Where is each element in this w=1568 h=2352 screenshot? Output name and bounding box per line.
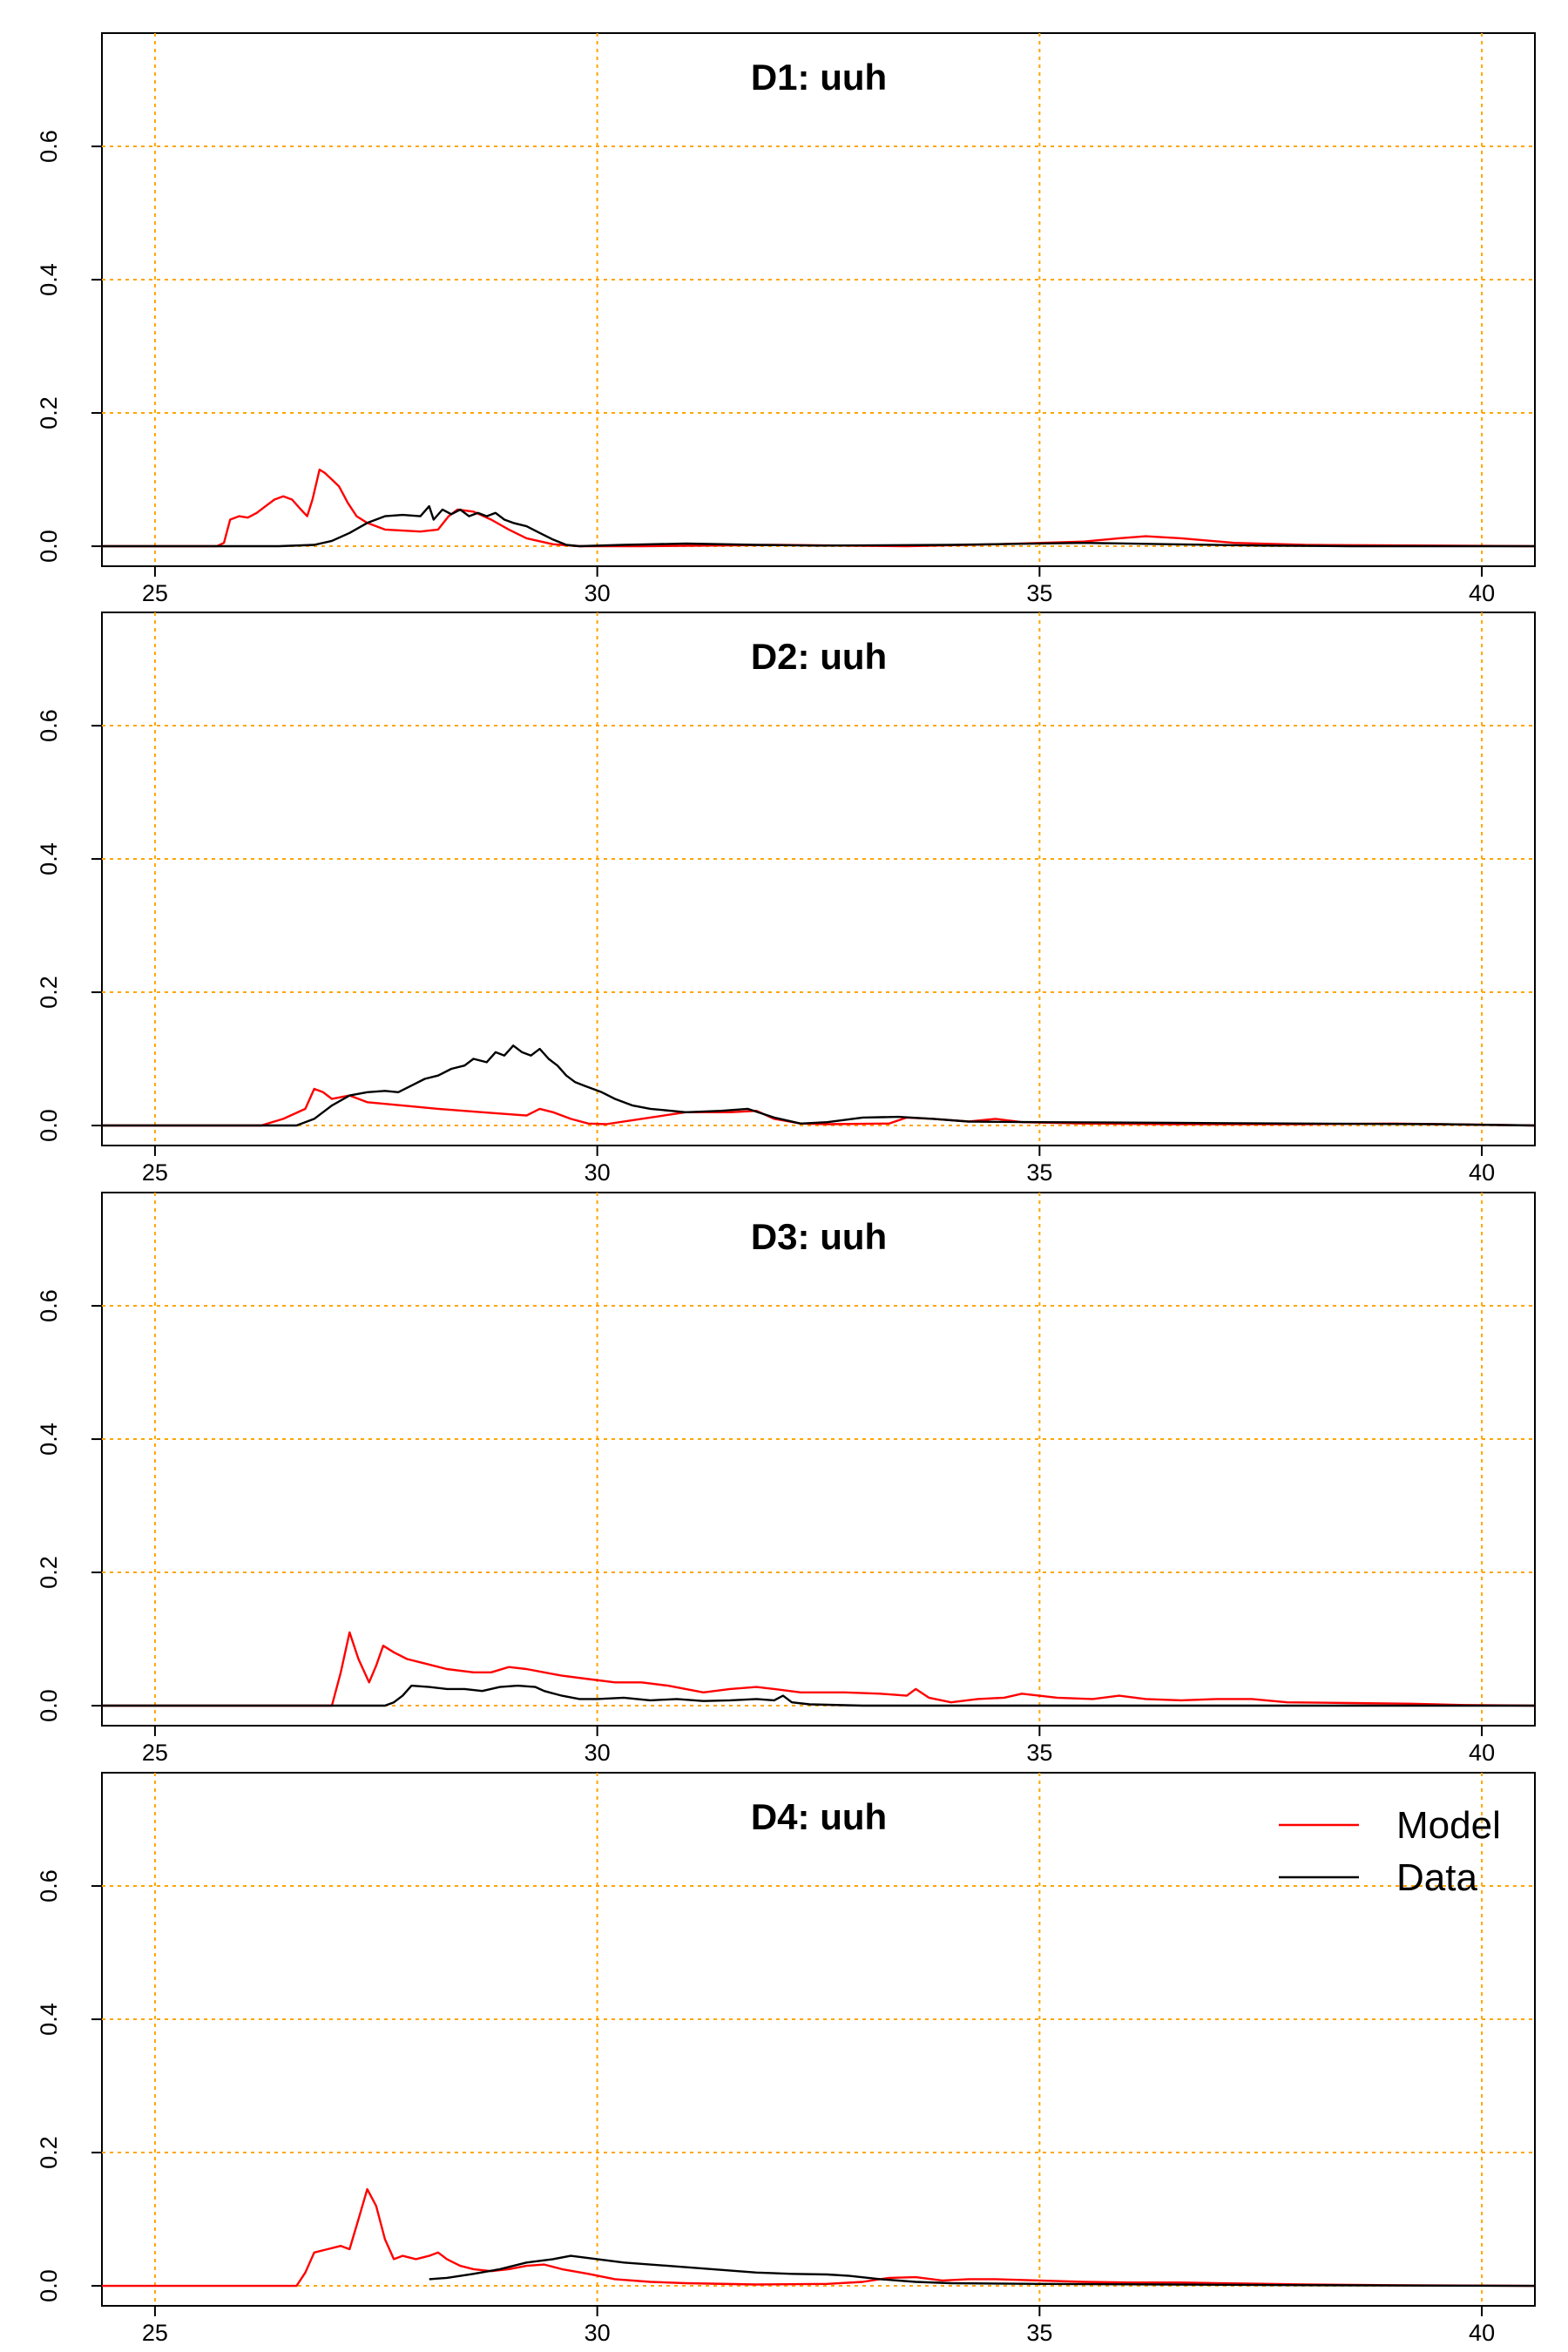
y-tick-label: 0.6: [36, 709, 62, 742]
x-tick-label: 30: [585, 580, 611, 606]
panels: 25 30 35 40 0.0 0.2 0.4 0.6 D1: uuh 25 30 35 40 0.0 0.…: [36, 32, 1536, 2346]
y-tick-label: 0.2: [36, 1556, 62, 1589]
y-tick-label: 0.0: [36, 1109, 62, 1142]
x-tick-label: 30: [585, 1740, 611, 1766]
x-tick-label: 25: [142, 2320, 168, 2346]
y-tick-label: 0.0: [36, 1689, 62, 1722]
x-tick-label: 40: [1469, 2320, 1495, 2346]
series-line-data: [429, 2254, 1535, 2288]
legend: Model Data: [1279, 1804, 1501, 1899]
x-tick-label: 25: [142, 1740, 168, 1766]
y-tick-label: 0.2: [36, 2136, 62, 2169]
y-tick-label: 0.0: [36, 2269, 62, 2302]
y-tick-label: 0.2: [36, 396, 62, 429]
y-tick-label: 0.4: [36, 2003, 62, 2036]
panel-title: D4: uuh: [751, 1796, 887, 1837]
panel-3: 25 30 35 40 0.0 0.2 0.4 0.6 D3: uuh: [36, 1192, 1536, 1766]
panel-1: 25 30 35 40 0.0 0.2 0.4 0.6 D1: uuh: [36, 32, 1536, 606]
panel-2: 25 30 35 40 0.0 0.2 0.4 0.6 D2: uuh: [36, 612, 1536, 1186]
x-tick-label: 40: [1469, 1159, 1495, 1186]
x-tick-label: 35: [1026, 2320, 1052, 2346]
panel-title: D2: uuh: [751, 636, 887, 677]
y-tick-label: 0.6: [36, 1869, 62, 1903]
x-tick-label: 40: [1469, 1740, 1495, 1766]
plot-frame: [101, 1772, 1536, 2307]
series-line-data: [102, 1684, 1535, 1707]
x-tick-label: 25: [142, 1159, 168, 1186]
x-tick-label: 25: [142, 580, 168, 606]
plot-frame: [101, 32, 1536, 567]
panel-4: 25 30 35 40 0.0 0.2 0.4 0.6 D4: uuh Model Data: [36, 1772, 1536, 2346]
plot-frame: [101, 1192, 1536, 1727]
series-line-model: [102, 1631, 1535, 1707]
y-tick-label: 0.4: [36, 263, 62, 296]
y-tick-label: 0.2: [36, 976, 62, 1009]
y-tick-label: 0.0: [36, 530, 62, 563]
series-line-data: [102, 504, 1535, 548]
y-tick-label: 0.6: [36, 1289, 62, 1322]
x-tick-label: 35: [1026, 1159, 1052, 1186]
x-tick-label: 35: [1026, 580, 1052, 606]
y-tick-label: 0.4: [36, 1423, 62, 1456]
panel-title: D1: uuh: [751, 57, 887, 98]
series-line-data: [102, 1044, 1535, 1127]
legend-label-data: Data: [1396, 1856, 1477, 1899]
y-tick-label: 0.6: [36, 130, 62, 163]
legend-label-model: Model: [1396, 1804, 1501, 1847]
x-tick-label: 30: [585, 1159, 611, 1186]
series-line-model: [102, 2187, 1535, 2288]
plot-frame: [101, 612, 1536, 1146]
y-tick-label: 0.4: [36, 842, 62, 875]
x-tick-label: 35: [1026, 1740, 1052, 1766]
x-tick-label: 30: [585, 2320, 611, 2346]
panel-title: D3: uuh: [751, 1216, 887, 1257]
x-tick-label: 40: [1469, 580, 1495, 606]
